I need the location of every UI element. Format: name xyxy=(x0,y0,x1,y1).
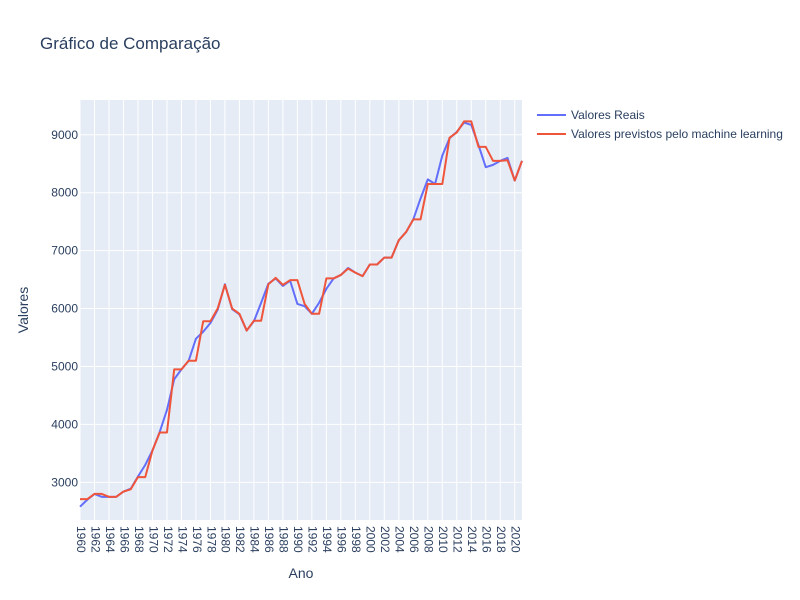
x-tick-label: 1964 xyxy=(103,526,117,553)
x-tick-label: 1960 xyxy=(74,526,88,553)
y-tick-label: 4000 xyxy=(51,417,78,431)
x-tick-label: 1990 xyxy=(291,526,305,553)
x-tick-label: 2002 xyxy=(378,526,392,553)
legend-item-label[interactable]: Valores Reais xyxy=(571,108,645,122)
legend[interactable]: Valores Reais Valores previstos pelo mach… xyxy=(537,108,783,141)
y-tick-label: 8000 xyxy=(51,186,78,200)
series-lines xyxy=(79,120,523,508)
x-tick-label: 2008 xyxy=(422,526,436,553)
grid-lines xyxy=(79,100,522,520)
series-line xyxy=(80,120,523,501)
x-axis-title: Ano xyxy=(289,565,314,581)
y-axis-ticks: 3000 4000 5000 6000 7000 8000 9000 xyxy=(51,128,78,490)
x-tick-label: 2014 xyxy=(465,526,479,553)
chart-title: Gráfico de Comparação xyxy=(40,34,221,53)
x-tick-label: 1982 xyxy=(233,526,247,553)
y-tick-label: 7000 xyxy=(51,244,78,258)
x-tick-label: 2012 xyxy=(451,526,465,553)
x-tick-label: 1994 xyxy=(320,526,334,553)
y-tick-label: 6000 xyxy=(51,302,78,316)
y-axis-title: Valores xyxy=(15,287,31,333)
x-tick-label: 1988 xyxy=(277,526,291,553)
x-axis-ticks: 1960 1962 1964 1966 1968 1970 1972 1974 1976 1978… xyxy=(74,526,523,553)
x-tick-label: 2004 xyxy=(393,526,407,553)
y-tick-label: 3000 xyxy=(51,475,78,489)
x-tick-label: 1978 xyxy=(204,526,218,553)
x-tick-label: 2016 xyxy=(480,526,494,553)
x-tick-label: 1996 xyxy=(335,526,349,553)
x-tick-label: 1966 xyxy=(117,526,131,553)
x-tick-label: 1998 xyxy=(349,526,363,553)
x-tick-label: 1974 xyxy=(175,526,189,553)
x-tick-label: 2000 xyxy=(364,526,378,553)
x-tick-label: 2006 xyxy=(407,526,421,553)
x-tick-label: 1984 xyxy=(248,526,262,553)
x-tick-label: 1992 xyxy=(306,526,320,553)
x-tick-label: 1980 xyxy=(219,526,233,553)
x-tick-label: 2010 xyxy=(436,526,450,553)
x-tick-label: 1976 xyxy=(190,526,204,553)
plot-background xyxy=(80,100,522,520)
x-tick-label: 1970 xyxy=(146,526,160,553)
x-tick-label: 2018 xyxy=(494,526,508,553)
y-tick-label: 5000 xyxy=(51,359,78,373)
x-tick-label: 1986 xyxy=(262,526,276,553)
legend-item-label[interactable]: Valores previstos pelo machine learning xyxy=(571,127,783,141)
x-tick-label: 2020 xyxy=(509,526,523,553)
x-tick-label: 1962 xyxy=(88,526,102,553)
y-tick-label: 9000 xyxy=(51,128,78,142)
x-tick-label: 1972 xyxy=(161,526,175,553)
x-tick-label: 1968 xyxy=(132,526,146,553)
